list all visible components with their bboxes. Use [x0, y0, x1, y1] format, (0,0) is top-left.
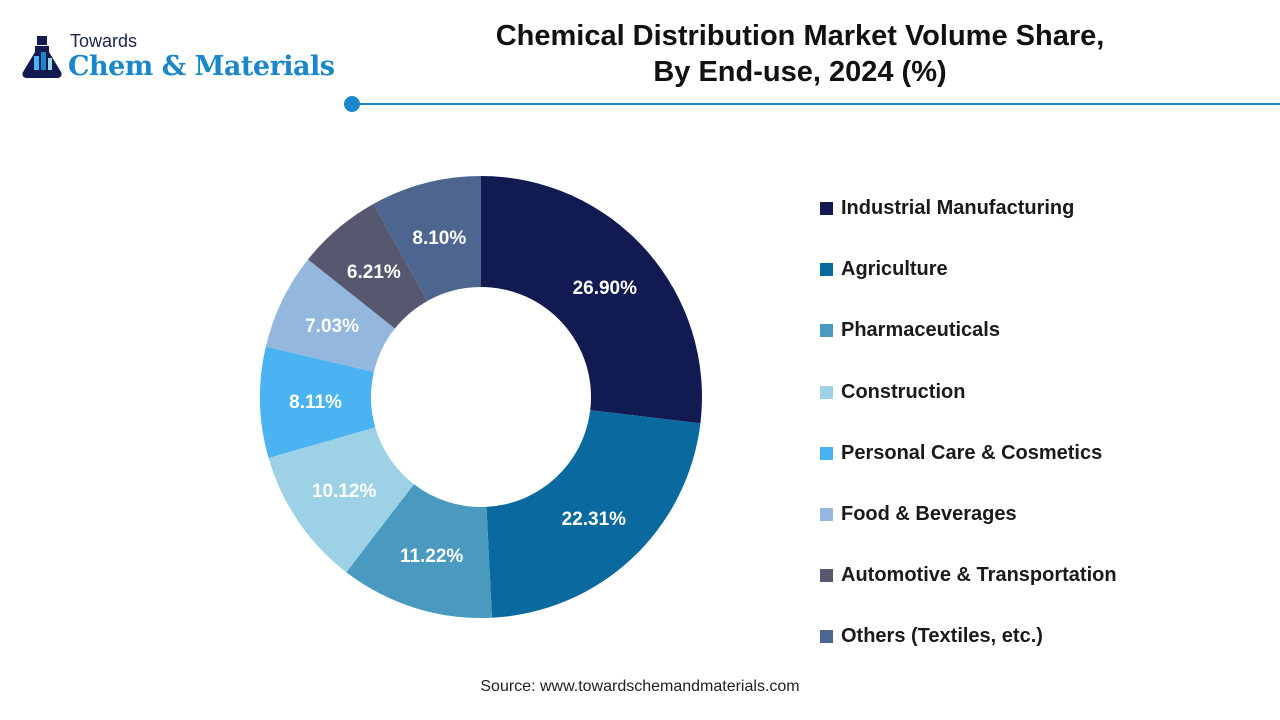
legend-item: Automotive & Transportation: [820, 545, 1117, 606]
slice-label: 6.21%: [347, 262, 401, 283]
slice-label: 26.90%: [573, 278, 638, 299]
legend-label: Construction: [841, 380, 966, 403]
logo-line1: Towards: [70, 31, 138, 51]
slice-label: 10.12%: [312, 481, 377, 502]
source-text: Source: www.towardschemandmaterials.com: [480, 678, 800, 695]
title-line2: By End-use, 2024 (%): [653, 56, 947, 88]
slice-6: [308, 204, 428, 329]
legend-swatch: [820, 569, 833, 583]
legend-swatch: [820, 385, 833, 399]
legend-swatch: [820, 263, 833, 277]
legend-label: Personal Care & Cosmetics: [841, 441, 1103, 464]
legend-label: Agriculture: [841, 258, 948, 281]
legend-item: Agriculture: [820, 239, 1117, 300]
legend-item: Construction: [820, 362, 1117, 423]
legend-item: Personal Care & Cosmetics: [820, 423, 1117, 484]
slice-label: 22.31%: [562, 509, 627, 530]
brand-logo: Towards Chem & Materials: [22, 32, 342, 84]
legend-label: Food & Beverages: [841, 503, 1017, 526]
legend-swatch: [820, 630, 833, 644]
slice-4: [259, 346, 376, 458]
legend: Industrial Manufacturing Agriculture Pharm…: [820, 178, 1117, 668]
slice-label: 8.11%: [289, 392, 342, 413]
slice-3: [268, 427, 414, 573]
slice-0: [481, 176, 702, 424]
legend-swatch: [820, 446, 833, 460]
legend-item: Pharmaceuticals: [820, 300, 1117, 361]
legend-swatch: [820, 508, 833, 522]
legend-item: Industrial Manufacturing: [820, 178, 1117, 239]
legend-label: Industrial Manufacturing: [841, 197, 1075, 220]
legend-label: Others (Textiles, etc.): [841, 625, 1043, 648]
divider-dot: [344, 96, 360, 112]
slice-2: [346, 484, 492, 618]
title-divider: [352, 103, 1280, 105]
legend-label: Pharmaceuticals: [841, 319, 1000, 342]
chart-title: Chemical Distribution Market Volume Shar…: [430, 18, 1170, 90]
legend-item: Food & Beverages: [820, 484, 1117, 545]
slice-1: [486, 410, 701, 618]
logo-line2: Chem & Materials: [68, 51, 335, 82]
title-line1: Chemical Distribution Market Volume Shar…: [495, 20, 1105, 52]
slice-label: 7.03%: [305, 316, 359, 337]
legend-swatch: [820, 202, 833, 216]
flask-icon: [22, 36, 62, 78]
slice-7: [373, 176, 481, 301]
slice-label: 8.10%: [412, 228, 466, 249]
legend-item: Others (Textiles, etc.): [820, 606, 1117, 667]
slice-5: [265, 259, 395, 372]
slice-label: 11.22%: [400, 546, 463, 567]
legend-label: Automotive & Transportation: [841, 564, 1117, 587]
legend-swatch: [820, 324, 833, 338]
